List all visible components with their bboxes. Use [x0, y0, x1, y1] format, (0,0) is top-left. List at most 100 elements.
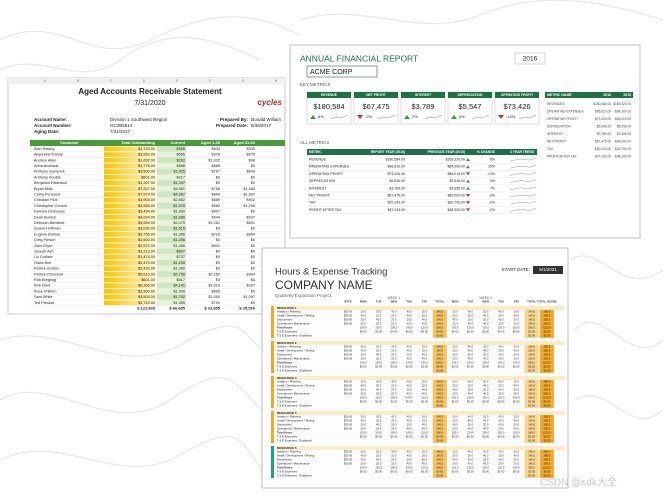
- grand-total-cell: [539, 392, 554, 396]
- data-bar: [104, 300, 156, 306]
- amount-cell: $2,502.00: [138, 238, 155, 242]
- side-metric-name: DEPRECIATION: [547, 124, 571, 128]
- hours-cell: 140.0: [436, 353, 443, 357]
- amount-cell: $716: [212, 232, 220, 236]
- hours-cell: 40.0: [361, 419, 367, 423]
- total-cell: [432, 388, 447, 392]
- hours-cell: 100.0: [375, 396, 382, 400]
- grand-total-cell: [539, 400, 554, 404]
- metric-cell: $3,555.00: [449, 186, 465, 190]
- customer-name: Liz Carlisle: [34, 255, 53, 259]
- customer-name: Ted Preston: [34, 301, 54, 305]
- hours-cell: $0.00: [513, 400, 520, 404]
- field-label: Account Number:: [34, 123, 72, 128]
- current-cell: [157, 237, 186, 243]
- hours-cell: 40.0: [483, 349, 489, 353]
- side-cell: $20,700.00: [615, 147, 631, 151]
- data-bar: [104, 289, 156, 294]
- hours-cell: 120.0: [467, 431, 474, 435]
- amount-cell: $601.00: [141, 175, 155, 179]
- amount-cell: $1,692.00: [138, 158, 155, 162]
- prepared-label: Prepared Date:: [216, 123, 249, 128]
- hours-cell: 20.0: [361, 345, 367, 349]
- hours-cell: $0.00: [482, 330, 489, 334]
- hours-cell: 100.0: [391, 326, 398, 330]
- customer-name: Christian Plus: [34, 198, 58, 202]
- task-name: T & E Expenses - Explained: [277, 474, 312, 478]
- hours-cell: 1120.0: [543, 396, 552, 400]
- hours-cell: 280.0: [544, 462, 551, 466]
- hours-cell: 40.0: [452, 458, 458, 462]
- column-header: TOTAL: [435, 300, 444, 304]
- hours-cell: $0.00: [498, 330, 505, 334]
- hours-cell: 120.0: [421, 396, 428, 400]
- amount-cell: $1,397: [173, 181, 185, 185]
- data-bar: [104, 175, 156, 180]
- hours-cell: 140.0: [436, 419, 443, 423]
- grand-total-cell: [539, 458, 554, 462]
- hours-cell: 20.0: [361, 322, 367, 326]
- hours-cell: 20.0: [391, 314, 397, 318]
- amount-cell: $2,710.00: [138, 301, 155, 305]
- hours-cell: 280.0: [544, 427, 551, 431]
- hours-cell: 20.0: [361, 450, 367, 454]
- amount-cell: $3,504.00: [138, 295, 155, 299]
- hours-cell: 20.0: [376, 345, 382, 349]
- customer-name: Duane Hoffman: [34, 227, 61, 231]
- amount-cell: $1,999: [173, 210, 185, 214]
- hours-cell: 20.0: [514, 380, 520, 384]
- data-bar: [104, 266, 156, 271]
- hours-cell: 20.0: [498, 392, 504, 396]
- company-box: [306, 65, 378, 78]
- hours-cell: $0.00: [544, 404, 551, 408]
- hours-cell: $0.00: [436, 470, 443, 474]
- year-box: [514, 52, 546, 65]
- hours-cell: $0.00: [498, 435, 505, 439]
- all-metrics-label: ALL METRICS: [300, 140, 329, 145]
- hours-cell: 120.0: [482, 326, 489, 330]
- total-cell: [524, 404, 539, 408]
- hours-cell: 20.0: [468, 349, 474, 353]
- trend-line: [509, 200, 537, 205]
- hours-cell: 40.0: [483, 357, 489, 361]
- hours-cell: 20.0: [514, 357, 520, 361]
- hours-cell: 40.0: [483, 384, 489, 388]
- hours-cell: 20.0: [407, 458, 413, 462]
- hours-cell: 100.0: [452, 466, 459, 470]
- total-cell: [432, 334, 447, 338]
- hours-cell: $0.00: [360, 435, 367, 439]
- trend-arrow: [310, 115, 316, 119]
- amount-cell: $1,332: [208, 158, 220, 162]
- hours-cell: 40.0: [468, 462, 474, 466]
- amount-cell: $888: [177, 164, 185, 168]
- hours-cell: 20.0: [498, 322, 504, 326]
- grand-total-cell: [539, 388, 554, 392]
- total-cell: [432, 427, 447, 431]
- hours-cell: $0.00: [375, 435, 382, 439]
- section-name: RESOURCE 5: [277, 446, 297, 450]
- total-cell: [432, 423, 447, 427]
- company-name: COMPANY NAME: [275, 278, 373, 292]
- hours-cell: 280.0: [544, 384, 551, 388]
- trend-line: [509, 179, 537, 183]
- metric-name: NET PROFIT: [309, 194, 331, 198]
- hours-cell: $0.00: [467, 365, 474, 369]
- field-value: GC2B5814: [110, 123, 133, 128]
- customer-name: Joseph Ash: [34, 250, 54, 254]
- hours-cell: 40.0: [407, 314, 413, 318]
- task-name: T & E Expenses: [277, 400, 298, 404]
- side-metric-name: PROFIT AFTER TAX: [547, 154, 577, 158]
- hours-cell: 40.0: [468, 450, 474, 454]
- hours-cell: 40.0: [422, 458, 428, 462]
- hours-cell: 20.0: [483, 458, 489, 462]
- hours-cell: 100.0: [375, 361, 382, 365]
- grand-total-cell: [539, 384, 554, 388]
- amount-cell: $1,776.00: [138, 164, 155, 168]
- task-name: T & E Expenses: [277, 330, 298, 334]
- amount-cell: $4,904.00: [138, 198, 155, 202]
- hours-cell: $0.00: [391, 470, 398, 474]
- hours-cell: $0.00: [467, 330, 474, 334]
- hours-cell: 20.0: [468, 454, 474, 458]
- grand-total-cell: [539, 470, 554, 474]
- side-metric-name: INTEREST: [547, 132, 563, 136]
